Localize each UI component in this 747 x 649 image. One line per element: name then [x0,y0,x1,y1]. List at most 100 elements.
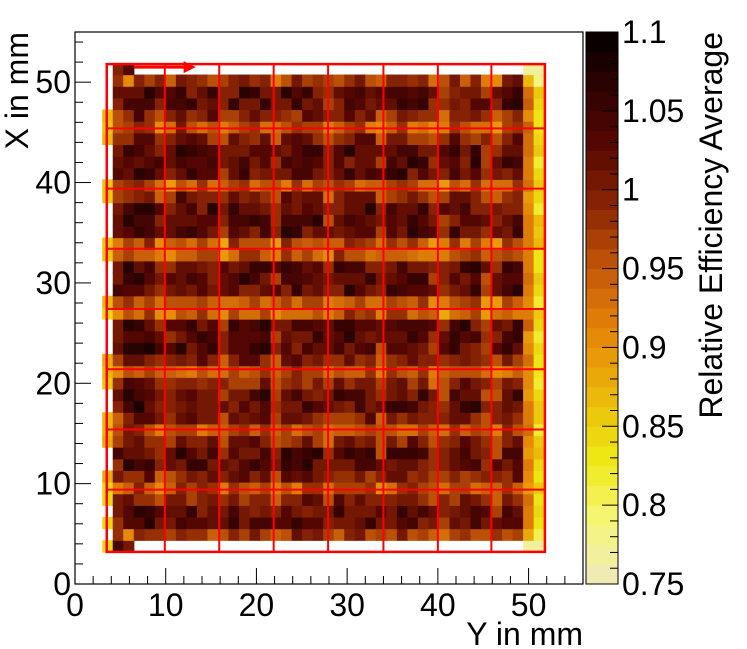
heatmap-cell [459,400,472,413]
heatmap-cell [375,470,387,483]
heatmap-cell [207,109,219,122]
heatmap-cell [470,447,482,460]
heatmap-cell [112,505,124,518]
heatmap-cell [133,435,145,448]
heatmap-cell [154,190,166,204]
heatmap-cell [302,505,314,518]
heatmap-cell [386,528,398,541]
heatmap-cell [428,109,440,122]
heatmap-cell [270,74,282,87]
heatmap-cell [291,319,303,332]
heatmap-cell [449,225,461,239]
heatmap-cell [481,447,493,460]
heatmap-cell [502,365,514,378]
heatmap-cell [207,516,219,530]
palette-bin [586,544,618,565]
heatmap-cell [481,342,493,355]
heatmap-cell [281,237,293,250]
heatmap-cell [112,482,124,495]
heatmap-cell [407,74,419,87]
heatmap-cell [302,493,314,506]
heatmap-cell [291,365,303,378]
heatmap-cell [312,516,324,530]
heatmap-cell [428,447,440,460]
heatmap-cell [523,388,535,402]
heatmap-cell [228,493,240,506]
heatmap-cell [449,470,461,483]
heatmap-cell [228,214,240,227]
heatmap-cell [523,156,535,169]
heatmap-cell [175,400,187,413]
heatmap-cell [154,225,166,239]
heatmap-cell [512,237,524,250]
heatmap-cell [291,97,303,111]
heatmap-cell [154,237,166,250]
heatmap-cell [459,284,472,297]
heatmap-cell [260,144,272,157]
heatmap-cell [523,167,535,180]
heatmap-cell [407,190,419,204]
heatmap-cell [375,388,387,402]
heatmap-cell [396,353,408,367]
heatmap-cell [523,505,535,518]
heatmap-cell [502,109,514,122]
heatmap-cell [281,202,293,215]
heatmap-cell [428,156,440,169]
heatmap-cell [281,167,293,180]
heatmap-cell [239,156,251,169]
heatmap-cell [312,388,324,402]
heatmap-cell [123,330,135,343]
heatmap-cell [354,388,366,402]
heatmap-cell [196,109,209,122]
heatmap-cell [186,284,198,297]
heatmap-cell [207,214,219,227]
heatmap-cell [449,516,461,530]
y-axis-title: X in mm [0,32,35,149]
heatmap-cell [512,388,524,402]
heatmap-cell [491,295,503,308]
heatmap-cell [154,272,166,285]
x-axis: 0 10 20 30 40 50 [66,568,584,623]
palette-bin [586,505,618,526]
heatmap-cell [165,284,177,297]
heatmap-cell [396,342,408,355]
heatmap-cell [291,249,303,262]
heatmap-cell [428,493,440,506]
heatmap-cell [333,74,345,87]
heatmap-cell [481,470,493,483]
heatmap-cell [112,237,124,250]
heatmap-cell [333,388,345,402]
heatmap-cell [112,121,124,134]
heatmap-cell [375,214,387,227]
heatmap-cell [417,121,430,134]
heatmap-cell [481,86,493,99]
heatmap-cell [438,412,451,425]
heatmap-cell [502,202,514,215]
heatmap-cell [154,167,166,180]
heatmap-cell [459,447,472,460]
heatmap-cell [386,482,398,495]
heatmap-cell [270,319,282,332]
heatmap-cell [365,353,377,367]
heatmap-cell [312,237,324,250]
heatmap-cell [512,284,524,297]
heatmap-cell [344,516,356,530]
heatmap-cell [260,132,272,146]
heatmap-cell [239,202,251,215]
heatmap-cell [291,447,303,460]
heatmap-cell [112,190,124,204]
heatmap-cell [196,493,209,506]
heatmap-cell [344,330,356,343]
heatmap-cell [144,167,156,180]
heatmap-cell [502,412,514,425]
heatmap-cell [354,516,366,530]
heatmap-cell [438,295,451,308]
heatmap-cell [354,156,366,169]
heatmap-cell [365,458,377,471]
heatmap-cell [291,214,303,227]
heatmap-cell [481,260,493,274]
heatmap-cell [375,447,387,460]
heatmap-cell [175,121,187,134]
heatmap-cell [502,388,514,402]
heatmap-cell [112,493,124,506]
